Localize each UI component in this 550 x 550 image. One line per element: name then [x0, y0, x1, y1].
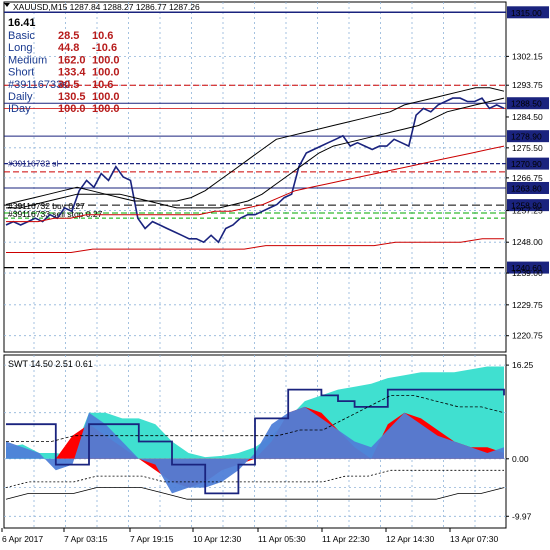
price-tag [507, 157, 549, 170]
osc-tick-label: -9.97 [512, 511, 532, 521]
area-blue [6, 406, 504, 494]
main-chart: #39116732 sl #39116732 buy 0.27#39116733 … [4, 11, 506, 269]
series-price [5, 97, 505, 244]
price-tick-label: 1258.80 [511, 201, 542, 211]
price-tag [507, 199, 549, 212]
osc-tick-label: 16.25 [512, 360, 534, 370]
price-tick-label: 1240.60 [511, 263, 542, 273]
price-tick-label: 1302.15 [512, 51, 543, 61]
info-row-v1: 133.4 [58, 67, 86, 79]
info-row-v2: 10.6 [92, 79, 113, 91]
order-label: #39116732 buy 0.27 [8, 201, 85, 211]
time-tick-label: 13 Apr 07:30 [450, 534, 498, 544]
price-tag [507, 261, 549, 274]
order-label: #39116732 sl [8, 159, 59, 169]
oscillator-chart: SWT 14.50 2.51 0.61 [5, 359, 505, 500]
info-row-v2: 100.0 [92, 67, 120, 79]
dropdown-icon [4, 3, 10, 7]
price-tick-label: 1275.50 [512, 143, 543, 153]
envelope-mid [5, 469, 504, 488]
price-tag [507, 6, 549, 19]
info-row-v1: 130.5 [58, 91, 86, 103]
info-row-v1: 162.0 [58, 54, 86, 66]
info-row-v1: 100.0 [58, 103, 86, 115]
price-tick-label: 1263.80 [511, 183, 542, 193]
info-row-v2: 100.0 [92, 103, 120, 115]
price-tick-label: 1270.90 [511, 159, 542, 169]
price-tick-label: 1239.00 [512, 268, 543, 278]
price-tick-label: 1248.00 [512, 237, 543, 247]
osc-tick-label: 0.00 [512, 454, 529, 464]
info-row-label: #39116733sl [8, 79, 70, 91]
price-tag [507, 130, 549, 143]
info-row-v1: 44.8 [58, 42, 79, 54]
info-row-v1: 30.5 [58, 79, 79, 91]
series-ma-upper [5, 87, 505, 205]
price-tick-label: 1315.00 [511, 8, 542, 18]
price-axis: 1315.00 1302.15 1293.75 1288.50 1284.50 1278.… [506, 6, 549, 521]
price-tick-label: 1266.75 [512, 173, 543, 183]
info-value: 16.41 [8, 17, 36, 29]
time-tick-label: 11 Apr 22:30 [322, 534, 370, 544]
time-tick-label: 11 Apr 05:30 [258, 534, 306, 544]
envelope-lower [5, 487, 505, 500]
sub-frame [3, 354, 507, 529]
time-axis: 6 Apr 2017 7 Apr 03:15 7 Apr 19:15 10 Apr 1… [1, 528, 498, 544]
info-row-label: Short [8, 67, 34, 79]
price-tag [507, 97, 549, 110]
price-tick-label: 1257.25 [512, 205, 543, 215]
info-row-v2: 100.0 [92, 54, 120, 66]
envelope-upper [6, 394, 505, 442]
info-row-label: Basic [8, 30, 35, 42]
price-tag [507, 181, 549, 194]
info-row-label: Long [8, 42, 32, 54]
time-tick-label: 12 Apr 14:30 [386, 534, 434, 544]
time-tick-label: 7 Apr 19:15 [130, 534, 174, 544]
price-tick-label: 1293.75 [512, 80, 543, 90]
oscillator-title: SWT 14.50 2.51 0.61 [8, 359, 93, 369]
info-row-label: IDay [8, 103, 31, 115]
series-dark [6, 388, 505, 495]
series-ma-fast [6, 97, 505, 209]
price-tick-label: 1220.75 [512, 331, 543, 341]
series-ma-slow [6, 145, 505, 223]
time-tick-label: 6 Apr 2017 [2, 534, 43, 544]
info-panel: XAUUSD,M15 1287.84 1288.27 1286.77 1287.… [4, 2, 200, 115]
main-frame [3, 1, 507, 353]
price-tick-label: 1229.75 [512, 300, 543, 310]
time-tick-label: 7 Apr 03:15 [64, 534, 108, 544]
info-row-v2: 10.6 [92, 30, 113, 42]
info-row-label: Medium [8, 54, 47, 66]
series-ma-long [6, 238, 504, 253]
chart-title: XAUUSD,M15 1287.84 1288.27 1286.77 1287.… [13, 2, 200, 12]
price-tick-label: 1284.50 [512, 112, 543, 122]
info-row-v1: 28.5 [58, 30, 79, 42]
info-row-label: Daily [8, 91, 33, 103]
order-label: #39116733 sell stop 0.27 [8, 209, 103, 219]
price-tick-label: 1288.50 [511, 99, 542, 109]
info-row-v2: 100.0 [92, 91, 120, 103]
info-row-v2: -10.6 [92, 42, 117, 54]
price-tick-label: 1278.90 [511, 132, 542, 142]
time-tick-label: 10 Apr 12:30 [193, 534, 241, 544]
